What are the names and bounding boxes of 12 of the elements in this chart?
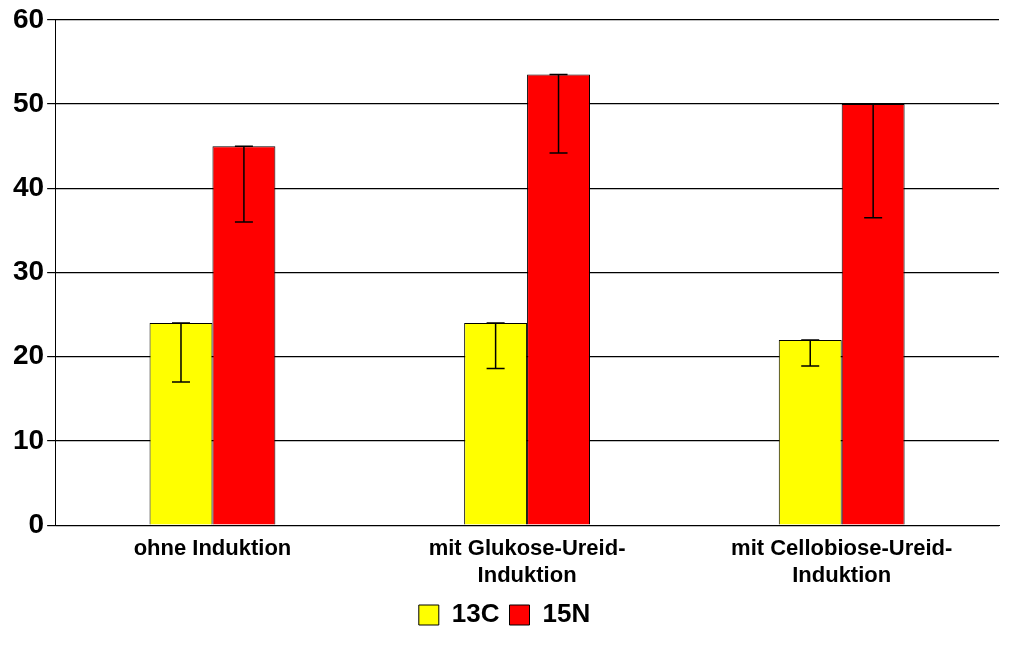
y-tick-label: 30 (12, 255, 45, 287)
y-tick-label: 10 (12, 423, 45, 455)
y-tick-label: 50 (12, 86, 45, 118)
y-tick-label: 0 (28, 507, 45, 539)
y-tick-label: 60 (12, 2, 45, 34)
legend-label: 13C (451, 598, 500, 629)
y-tick-label: 40 (12, 170, 45, 202)
x-tick-label: mit Glukose-Ureid-Induktion (428, 535, 626, 587)
legend-label: 15N (542, 598, 591, 629)
x-tick-label: ohne Induktion (133, 535, 292, 561)
x-tick-label: mit Cellobiose-Ureid-Induktion (731, 535, 953, 587)
y-tick-label: 20 (12, 339, 45, 371)
